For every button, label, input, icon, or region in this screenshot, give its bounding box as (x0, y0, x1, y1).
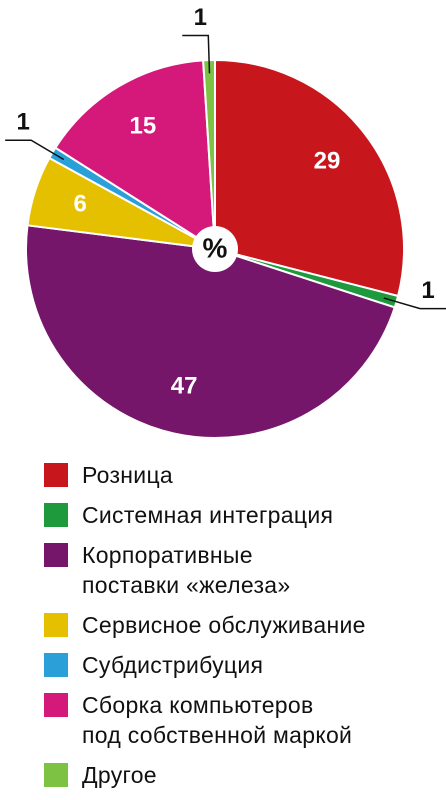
legend-item: Субдистрибуция (44, 650, 366, 680)
legend-item: Сервисное обслуживание (44, 610, 366, 640)
data-label: 15 (129, 112, 156, 139)
legend-item: Другое (44, 760, 366, 790)
legend-label: Системная интеграция (82, 502, 334, 528)
chart: 29 1 47 6 1 15 1% (5, 4, 446, 439)
legend-swatch (44, 653, 68, 677)
legend-item: Сборка компьютеров под собственной марко… (44, 690, 366, 750)
data-label: 1 (194, 4, 207, 31)
legend-label: Сборка компьютеров под собственной марко… (82, 692, 353, 748)
legend-swatch (44, 463, 68, 487)
legend-item: Корпоративные поставки «железа» (44, 540, 366, 600)
data-label: 29 (314, 147, 341, 174)
legend: Розница Системная интеграция Корпоративные… (44, 460, 366, 790)
legend-label: Другое (82, 762, 157, 788)
legend-swatch (44, 543, 68, 567)
legend-label: Корпоративные поставки «железа» (82, 542, 291, 598)
legend-item: Системная интеграция (44, 500, 366, 530)
legend-label: Розница (82, 462, 174, 488)
data-label: 1 (421, 277, 434, 304)
legend-label: Сервисное обслуживание (82, 612, 366, 638)
leader-line (383, 297, 446, 310)
legend-swatch (44, 693, 68, 717)
pie-slice (25, 224, 397, 439)
center-label: % (203, 232, 228, 263)
legend-swatch (44, 763, 68, 787)
legend-item: Розница (44, 460, 366, 490)
pie-slice (54, 59, 217, 251)
data-label: 6 (74, 191, 87, 218)
legend-swatch (44, 613, 68, 637)
leader-line (182, 34, 211, 74)
data-label: 47 (171, 373, 198, 400)
center-circle (192, 226, 238, 272)
legend-swatch (44, 503, 68, 527)
pie-slice (214, 58, 405, 298)
legend-label: Субдистрибуция (82, 652, 264, 678)
leader-line (5, 139, 65, 161)
data-label: 1 (16, 109, 29, 136)
